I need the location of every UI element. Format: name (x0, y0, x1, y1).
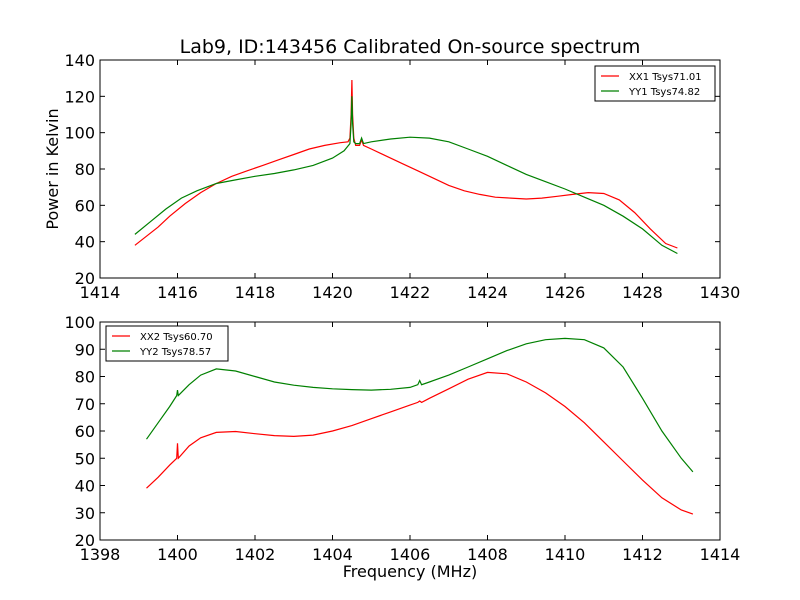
y-tick-label: 20 (75, 269, 95, 288)
x-tick-label: 1416 (157, 283, 198, 302)
y-tick-label: 40 (75, 477, 95, 496)
lower-plot: 1398 1400 1402 1404 1406 1408 1410 1412 1414 20 30… (64, 313, 740, 581)
legend: XX1 Tsys71.01 YY1 Tsys74.82 (594, 65, 716, 102)
y-tick-label: 100 (64, 124, 95, 143)
legend-entry: YY1 Tsys74.82 (628, 87, 700, 98)
x-tick-label: 1430 (700, 283, 741, 302)
x-tick-label: 1402 (235, 545, 276, 564)
x-tick-label: 1400 (157, 545, 198, 564)
legend-box (594, 65, 716, 102)
x-tick-label: 1414 (700, 545, 741, 564)
y-tick-label: 30 (75, 504, 95, 523)
upper-plot: 1414 1416 1418 1420 1422 1424 1426 1428 1430 20 40… (43, 51, 740, 302)
x-tick-label: 1428 (622, 283, 663, 302)
y-tick-label: 80 (75, 160, 95, 179)
x-tick-label: 1414 (80, 283, 121, 302)
y-tick-label: 90 (75, 340, 95, 359)
y-tick-label: 60 (75, 422, 95, 441)
y-tick-label: 50 (75, 449, 95, 468)
x-axis-label: Frequency (MHz) (343, 562, 477, 581)
legend-entry: XX1 Tsys71.01 (629, 72, 702, 83)
x-tick-label: 1424 (467, 283, 508, 302)
x-tick-label: 1404 (312, 545, 353, 564)
chart-title: Lab9, ID:143456 Calibrated On-source spe… (180, 36, 641, 58)
y-tick-label: 20 (75, 531, 95, 550)
y-tick-label: 100 (64, 313, 95, 332)
legend-entry: YY2 Tsys78.57 (139, 347, 211, 358)
x-tick-label: 1420 (312, 283, 353, 302)
y-tick-label: 80 (75, 368, 95, 387)
x-tick-label: 1408 (467, 545, 508, 564)
x-tick-label: 1398 (80, 545, 121, 564)
y-tick-label: 70 (75, 395, 95, 414)
x-tick-label: 1406 (390, 545, 431, 564)
y-tick-label: 40 (75, 233, 95, 252)
x-tick-label: 1426 (545, 283, 586, 302)
legend: XX2 Tsys60.70 YY2 Tsys78.57 (105, 325, 229, 362)
legend-entry: XX2 Tsys60.70 (140, 332, 213, 343)
x-tick-label: 1422 (390, 283, 431, 302)
x-tick-label: 1418 (235, 283, 276, 302)
y-tick-label: 120 (64, 87, 95, 106)
series-line-xx2 (146, 371, 694, 515)
x-tick-label: 1412 (622, 545, 663, 564)
y-tick-label: 140 (64, 51, 95, 70)
legend-box (105, 325, 229, 362)
series-line-xx1 (134, 79, 678, 249)
series-line-yy2 (146, 337, 694, 473)
series-line-yy1 (134, 96, 678, 255)
y-tick-label: 60 (75, 196, 95, 215)
y-axis-label: Power in Kelvin (43, 108, 62, 229)
x-tick-label: 1410 (545, 545, 586, 564)
